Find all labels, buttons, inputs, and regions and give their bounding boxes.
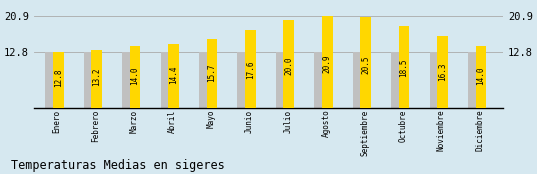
- Bar: [237, 52, 248, 108]
- Text: 13.2: 13.2: [92, 68, 101, 86]
- Bar: [53, 52, 63, 108]
- Bar: [45, 52, 56, 108]
- Bar: [314, 52, 325, 108]
- Text: 20.5: 20.5: [361, 55, 370, 74]
- Bar: [468, 52, 479, 108]
- Bar: [284, 20, 294, 108]
- Bar: [353, 52, 364, 108]
- Text: 12.8: 12.8: [54, 68, 63, 87]
- Bar: [430, 52, 440, 108]
- Bar: [168, 45, 179, 108]
- Bar: [476, 46, 487, 108]
- Text: 14.0: 14.0: [476, 66, 485, 85]
- Text: 20.9: 20.9: [323, 55, 332, 73]
- Bar: [276, 52, 287, 108]
- Bar: [199, 52, 210, 108]
- Text: 18.5: 18.5: [400, 59, 409, 77]
- Text: 15.7: 15.7: [207, 63, 216, 82]
- Bar: [391, 52, 402, 108]
- Bar: [437, 36, 448, 108]
- Text: 17.6: 17.6: [246, 60, 255, 79]
- Bar: [84, 52, 95, 108]
- Bar: [122, 52, 133, 108]
- Text: Temperaturas Medias en sigeres: Temperaturas Medias en sigeres: [11, 159, 224, 172]
- Bar: [91, 50, 102, 108]
- Bar: [161, 52, 171, 108]
- Bar: [207, 39, 217, 108]
- Bar: [360, 17, 371, 108]
- Bar: [245, 30, 256, 108]
- Text: 14.0: 14.0: [130, 66, 140, 85]
- Text: 20.0: 20.0: [284, 56, 293, 75]
- Bar: [399, 26, 410, 108]
- Text: 14.4: 14.4: [169, 66, 178, 84]
- Bar: [322, 16, 332, 108]
- Bar: [129, 46, 140, 108]
- Text: 16.3: 16.3: [438, 62, 447, 81]
